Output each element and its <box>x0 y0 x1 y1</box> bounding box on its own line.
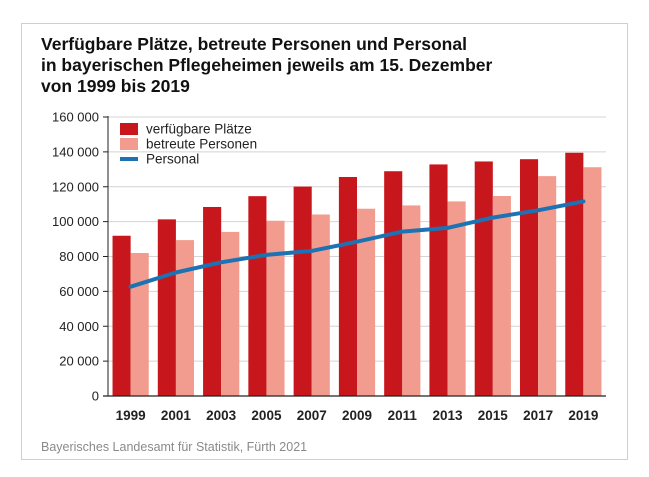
y-tick-label: 0 <box>92 389 99 404</box>
bar <box>221 231 240 396</box>
bar <box>565 152 584 396</box>
bar <box>311 214 330 396</box>
bar <box>248 196 267 396</box>
chart-title: Verfügbare Plätze, betreute Personen und… <box>41 34 601 97</box>
bar <box>429 164 448 396</box>
y-tick-label: 120 000 <box>52 179 99 194</box>
y-tick-label: 80 000 <box>59 249 99 264</box>
x-tick-label: 2003 <box>206 408 237 423</box>
bar <box>357 208 376 396</box>
bar <box>519 159 539 396</box>
x-tick-label: 2001 <box>161 408 192 423</box>
x-tick-label: 2009 <box>342 408 372 423</box>
bar <box>447 201 466 396</box>
y-tick-label: 160 000 <box>52 110 99 125</box>
bar <box>266 220 285 396</box>
chart-title-line-3: von 1999 bis 2019 <box>41 76 190 96</box>
bar <box>203 206 222 396</box>
x-tick-label: 2011 <box>388 408 418 423</box>
bar <box>175 240 195 396</box>
y-tick-label: 100 000 <box>52 214 99 229</box>
y-tick-label: 140 000 <box>52 144 99 159</box>
x-tick-label: 2005 <box>251 408 282 423</box>
y-tick-label: 40 000 <box>59 319 99 334</box>
bar <box>130 253 149 396</box>
y-tick-label: 60 000 <box>59 284 99 299</box>
series-line <box>128 199 586 289</box>
bar <box>402 205 421 396</box>
bar <box>384 171 403 396</box>
bar <box>112 235 131 396</box>
x-tick-label: 2017 <box>523 408 553 423</box>
bar <box>583 167 602 396</box>
x-tick-label: 1999 <box>116 408 146 423</box>
bar <box>474 161 493 396</box>
bar <box>492 195 511 396</box>
x-tick-label: 2019 <box>568 408 598 423</box>
legend-swatch <box>120 138 138 150</box>
x-tick-label: 2015 <box>478 408 509 423</box>
x-tick-label: 2013 <box>433 408 464 423</box>
bar <box>338 176 357 396</box>
y-tick-label: 20 000 <box>59 354 99 369</box>
legend-label: Personal <box>146 152 199 167</box>
legend-swatch <box>120 123 138 135</box>
legend-label: verfügbare Plätze <box>146 122 252 137</box>
legend-label: betreute Personen <box>146 137 257 152</box>
bar <box>293 186 312 396</box>
chart-title-line-1: Verfügbare Plätze, betreute Personen und… <box>41 34 467 54</box>
source-note: Bayerisches Landesamt für Statistik, Für… <box>41 440 308 454</box>
bar <box>157 219 176 396</box>
x-tick-label: 2007 <box>297 408 327 423</box>
bar <box>538 176 557 396</box>
chart-title-line-2: in bayerischen Pflegeheimen jeweils am 1… <box>41 55 493 75</box>
